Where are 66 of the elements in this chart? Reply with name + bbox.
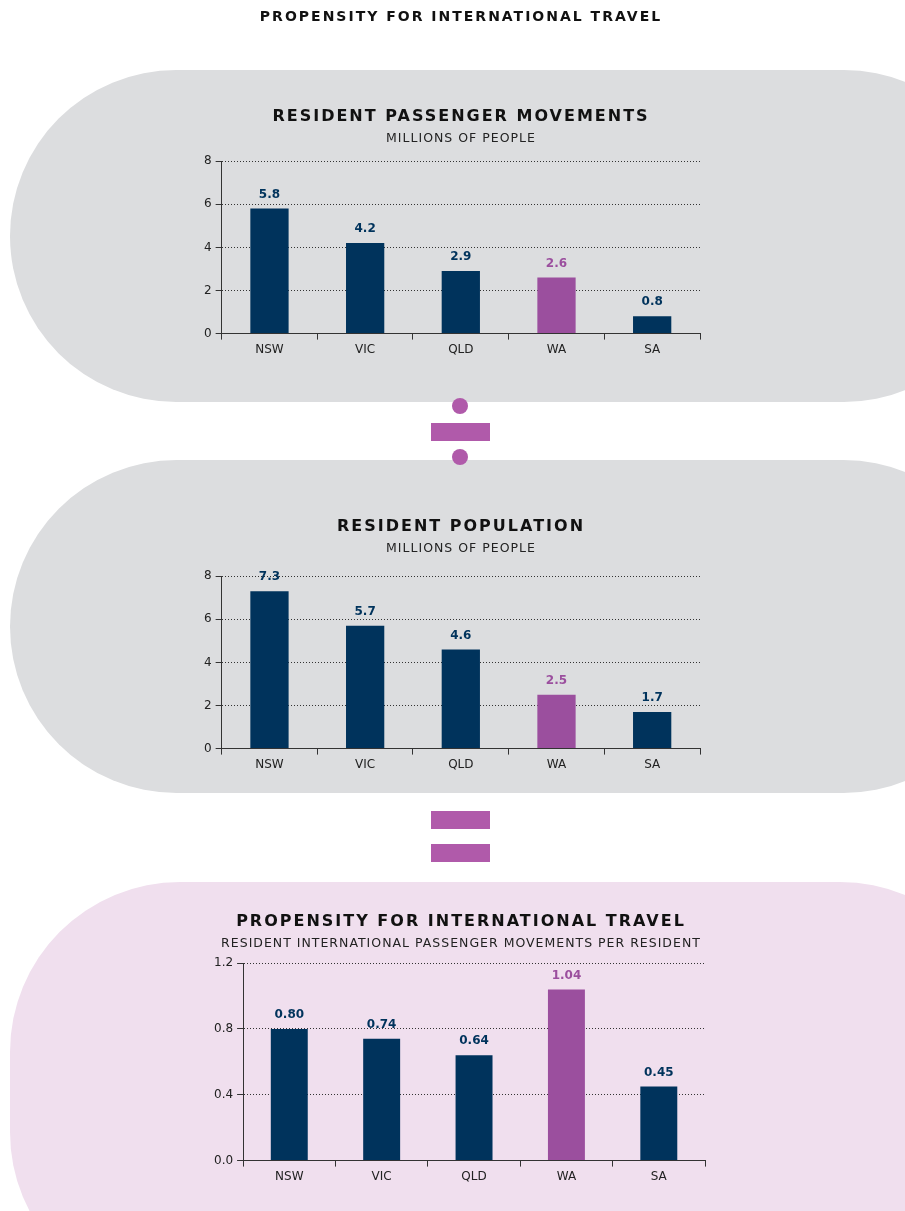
data-label: 1.04: [551, 967, 582, 982]
y-tick-label: 2: [203, 282, 212, 297]
data-label: 5.8: [258, 186, 281, 201]
bar: [441, 271, 480, 334]
y-tick-label: 6: [203, 611, 212, 626]
chart-subtitle: RESIDENT INTERNATIONAL PASSENGER MOVEMENTS PER RESIDENT: [220, 935, 702, 950]
data-label: 1.7: [641, 690, 663, 705]
y-tick-label: 8: [203, 568, 212, 583]
bar: [640, 1086, 678, 1161]
y-tick-label: 4: [203, 239, 212, 254]
text: PROPENSITY FOR INTERNATIONAL TRAVEL: [258, 8, 664, 24]
y-tick-label: 0.8: [213, 1021, 234, 1036]
x-tick-label: WA: [556, 1168, 577, 1183]
x-tick-label: SA: [644, 341, 661, 356]
data-label: 5.7: [354, 603, 376, 618]
data-label: 0.8: [641, 294, 663, 309]
x-tick-label: NSW: [255, 341, 284, 356]
bar: [346, 243, 385, 334]
data-label: 2.9: [450, 249, 472, 264]
x-tick-label: NSW: [255, 756, 284, 771]
x-tick-label: QLD: [448, 341, 474, 356]
y-tick-label: 0.4: [213, 1086, 234, 1101]
data-label: 0.74: [366, 1016, 397, 1031]
y-tick-label: 0: [203, 325, 212, 340]
chart-subtitle: MILLIONS OF PEOPLE: [385, 130, 537, 145]
x-tick-label: SA: [644, 756, 661, 771]
bar: [250, 591, 289, 749]
bar: [250, 208, 289, 334]
bar: [537, 277, 576, 334]
data-label: 0.80: [274, 1007, 305, 1022]
bar: [455, 1055, 493, 1161]
bar: [633, 316, 672, 334]
y-tick-label: 2: [203, 697, 212, 712]
data-label: 0.64: [459, 1033, 489, 1048]
bar: [270, 1029, 308, 1161]
data-label: 4.2: [354, 221, 376, 236]
bar: [633, 711, 672, 749]
x-tick-label: VIC: [371, 1168, 392, 1183]
data-label: 0.45: [644, 1064, 674, 1079]
y-tick-label: 0: [203, 740, 212, 755]
x-tick-label: NSW: [275, 1168, 304, 1183]
data-label: 4.6: [450, 627, 472, 642]
x-tick-label: VIC: [355, 756, 376, 771]
x-tick-label: WA: [546, 341, 567, 356]
x-tick-label: WA: [546, 756, 567, 771]
bar: [363, 1038, 401, 1161]
data-label: 7.3: [258, 569, 281, 584]
y-tick-label: 6: [203, 196, 212, 211]
y-tick-label: 4: [203, 654, 212, 669]
bar: [441, 649, 480, 749]
x-tick-label: QLD: [461, 1168, 487, 1183]
chart-title: RESIDENT PASSENGER MOVEMENTS: [271, 106, 651, 125]
y-tick-label: 0.0: [213, 1152, 234, 1167]
chart-subtitle: MILLIONS OF PEOPLE: [385, 540, 537, 555]
y-tick-label: 1.2: [213, 955, 234, 970]
bar: [537, 694, 576, 749]
chart-title: RESIDENT POPULATION: [335, 516, 587, 535]
bar: [547, 989, 585, 1161]
x-tick-label: SA: [650, 1168, 668, 1183]
bar: [346, 625, 385, 749]
chart-title: PROPENSITY FOR INTERNATIONAL TRAVEL: [235, 911, 687, 930]
x-tick-label: QLD: [448, 756, 474, 771]
data-label: 2.6: [545, 255, 568, 270]
data-label: 2.5: [545, 672, 568, 687]
x-tick-label: VIC: [355, 341, 376, 356]
y-tick-label: 8: [203, 153, 212, 168]
